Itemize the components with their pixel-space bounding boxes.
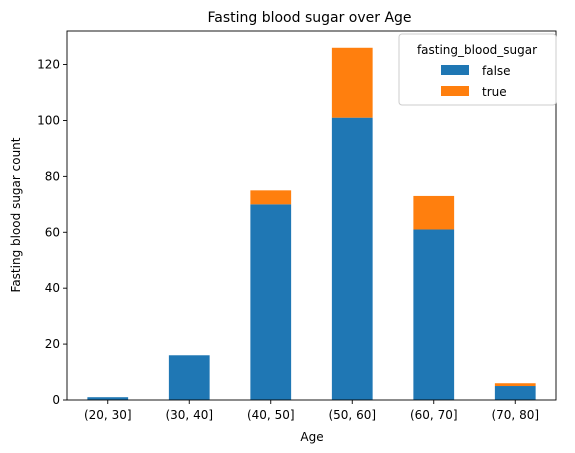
legend-title: fasting_blood_sugar xyxy=(417,43,537,57)
y-axis-label: Fasting blood sugar count xyxy=(9,137,23,292)
legend-label-false: false xyxy=(482,64,511,78)
x-tick-label-1: (30, 40] xyxy=(165,408,213,422)
legend-label-true: true xyxy=(482,85,507,99)
legend: fasting_blood_sugar false true xyxy=(399,34,556,105)
y-tick-label-100: 100 xyxy=(37,113,60,127)
legend-swatch-false xyxy=(441,65,469,75)
legend-swatch-true xyxy=(441,86,469,96)
bar-false-2 xyxy=(250,204,291,400)
bar-true-2 xyxy=(250,190,291,204)
y-tick-label-20: 20 xyxy=(45,337,60,351)
x-tick-label-5: (70, 80] xyxy=(491,408,539,422)
y-tick-label-80: 80 xyxy=(45,169,60,183)
bar-true-3 xyxy=(332,48,373,118)
y-tick-label-120: 120 xyxy=(37,58,60,72)
x-tick-label-2: (40, 50] xyxy=(247,408,295,422)
bar-false-4 xyxy=(413,229,454,400)
chart-title: Fasting blood sugar over Age xyxy=(207,10,411,26)
bar-false-1 xyxy=(169,355,210,400)
x-tick-label-0: (20, 30] xyxy=(84,408,132,422)
y-tick-label-40: 40 xyxy=(45,281,60,295)
y-tick-label-0: 0 xyxy=(52,393,60,407)
x-tick-label-3: (50, 60] xyxy=(328,408,376,422)
bar-true-5 xyxy=(495,383,536,386)
bar-false-5 xyxy=(495,386,536,400)
x-tick-label-4: (60, 70] xyxy=(410,408,458,422)
y-tick-label-60: 60 xyxy=(45,225,60,239)
x-axis-label: Age xyxy=(300,430,323,444)
bar-false-3 xyxy=(332,118,373,400)
bar-true-4 xyxy=(413,196,454,230)
